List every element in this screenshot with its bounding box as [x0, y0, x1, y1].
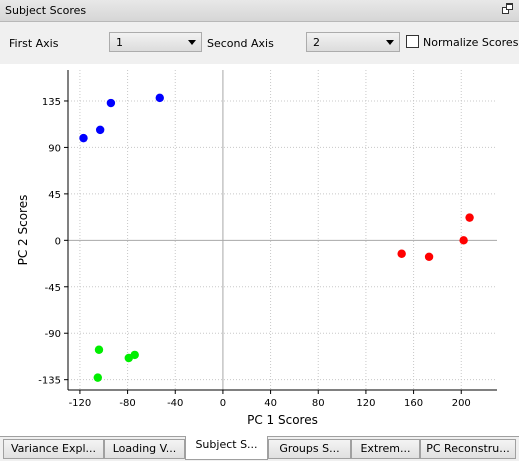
- y-tick-label: 0: [55, 236, 61, 247]
- data-point: [93, 373, 102, 382]
- y-tick-label: 135: [42, 97, 61, 108]
- data-point: [465, 213, 474, 222]
- x-tick-label: -120: [69, 398, 92, 409]
- y-axis-label: PC 2 Scores: [16, 195, 30, 266]
- normalize-checkbox[interactable]: [406, 35, 419, 48]
- x-tick-label: 120: [356, 398, 375, 409]
- first-axis-value: 1: [116, 36, 123, 49]
- x-tick-label: 160: [404, 398, 423, 409]
- first-axis-select[interactable]: 1: [109, 32, 202, 52]
- data-point: [424, 252, 434, 262]
- data-point: [397, 249, 406, 258]
- data-point: [459, 236, 468, 245]
- x-tick-label: 40: [264, 398, 277, 409]
- panel-titlebar: Subject Scores: [0, 0, 519, 22]
- y-tick-label: -135: [38, 376, 61, 387]
- x-tick-label: 80: [312, 398, 325, 409]
- data-point: [79, 133, 88, 143]
- scores-plot[interactable]: -120 -80 -40 0 40 80 120 160 200 -135 -90 -45 0 45 90 1…: [0, 64, 519, 436]
- data-point: [106, 98, 116, 108]
- y-tick-label: 45: [48, 190, 61, 201]
- second-axis-select[interactable]: 2: [306, 32, 400, 52]
- chevron-down-icon: [188, 40, 196, 45]
- tab-6[interactable]: PC Reconstru...: [420, 439, 516, 459]
- second-axis-value: 2: [313, 36, 320, 49]
- scatter-chart: -120 -80 -40 0 40 80 120 160 200 -135 -90 -45 0 45 90 1…: [16, 70, 497, 427]
- tab-4[interactable]: Groups S...: [268, 439, 351, 459]
- tab-1[interactable]: Variance Expl...: [3, 439, 104, 459]
- y-tick-label: -45: [45, 283, 61, 294]
- second-axis-label: Second Axis: [207, 37, 274, 50]
- x-tick-label: 0: [220, 398, 226, 409]
- panel-title: Subject Scores: [5, 4, 87, 17]
- first-axis-label: First Axis: [9, 37, 59, 50]
- x-tick-label: 200: [452, 398, 471, 409]
- tab-2[interactable]: Loading V...: [104, 439, 185, 459]
- tab-bar: Variance Expl... Loading V... Subject S...…: [0, 436, 519, 461]
- x-tick-label: -80: [119, 398, 135, 409]
- tab-3[interactable]: Subject S...: [185, 436, 268, 460]
- tab-5[interactable]: Extrem...: [351, 439, 420, 459]
- x-tick-label: -40: [167, 398, 183, 409]
- float-window-icon[interactable]: [502, 3, 514, 15]
- y-tick-label: 90: [48, 143, 61, 154]
- data-point: [95, 125, 105, 135]
- data-point: [130, 350, 139, 360]
- data-point: [155, 93, 164, 103]
- y-tick-label: -90: [45, 329, 61, 340]
- chevron-down-icon: [386, 40, 394, 45]
- normalize-label: Normalize Scores: [423, 36, 519, 49]
- data-point: [94, 345, 104, 354]
- x-axis-label: PC 1 Scores: [247, 413, 318, 427]
